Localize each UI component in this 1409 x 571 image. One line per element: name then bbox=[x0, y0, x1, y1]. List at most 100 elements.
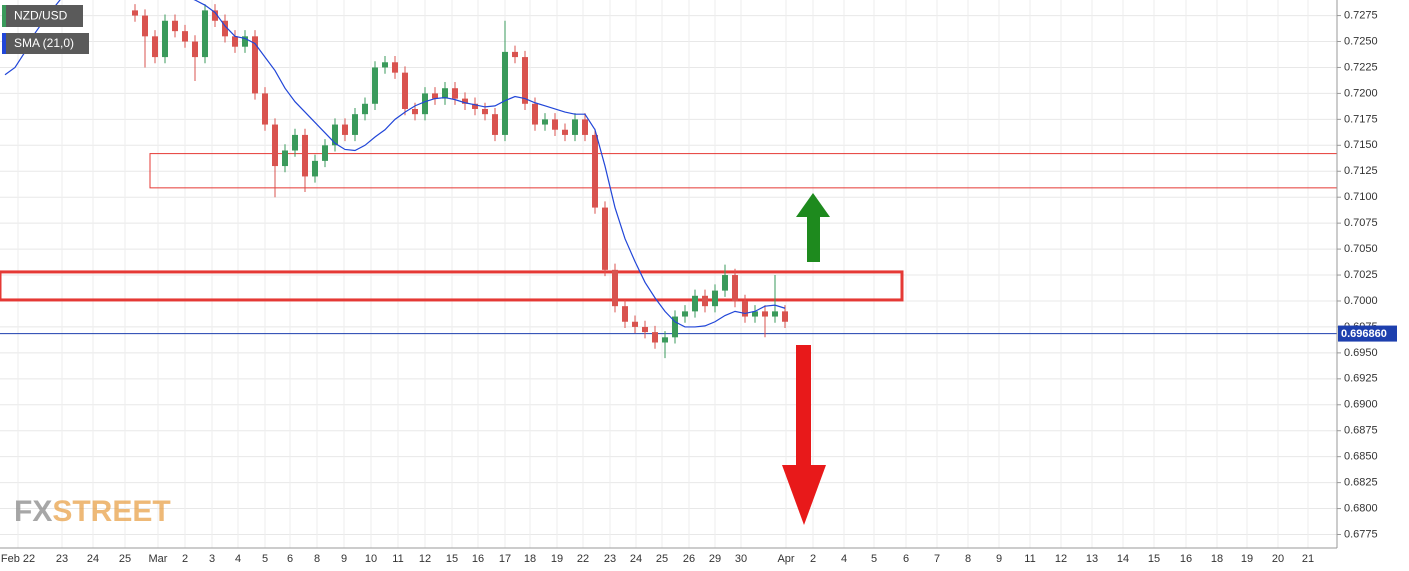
candle-body bbox=[702, 295, 708, 307]
legend-swatch bbox=[2, 5, 6, 27]
y-tick-label: 0.6900 bbox=[1344, 399, 1378, 411]
y-tick-label: 0.7000 bbox=[1344, 295, 1378, 307]
last-price-box bbox=[1338, 325, 1397, 342]
y-tick-label: 0.6775 bbox=[1344, 528, 1378, 540]
x-tick-label: 16 bbox=[472, 553, 484, 565]
x-tick-label: 10 bbox=[365, 553, 377, 565]
x-tick-label: 30 bbox=[735, 553, 747, 565]
candle-body bbox=[362, 103, 368, 115]
x-tick-label: 13 bbox=[1086, 553, 1098, 565]
candle-body bbox=[392, 62, 398, 73]
y-tick-label: 0.6875 bbox=[1344, 425, 1378, 437]
y-tick-label: 0.7025 bbox=[1344, 269, 1378, 281]
legend: NZD/USD SMA (21,0) bbox=[2, 5, 89, 54]
candle-body bbox=[502, 51, 508, 135]
candle-body bbox=[332, 124, 338, 146]
x-tick-label: 12 bbox=[1055, 553, 1067, 565]
candle-body bbox=[202, 10, 208, 58]
candle-body bbox=[422, 93, 428, 115]
x-tick-label: Mar bbox=[149, 553, 168, 565]
x-tick-label: 5 bbox=[262, 553, 268, 565]
watermark: FXSTREET bbox=[14, 495, 171, 528]
candle-body bbox=[242, 36, 248, 47]
candle-body bbox=[582, 119, 588, 135]
x-tick-label: 14 bbox=[1117, 553, 1129, 565]
x-tick-label: 20 bbox=[1272, 553, 1284, 565]
y-tick-label: 0.7050 bbox=[1344, 243, 1378, 255]
candle-body bbox=[512, 51, 518, 58]
x-tick-label: 11 bbox=[1024, 553, 1035, 565]
x-tick-label: 11 bbox=[392, 553, 403, 565]
candle-body bbox=[692, 295, 698, 312]
y-tick-label: 0.6850 bbox=[1344, 451, 1378, 463]
x-tick-label: 15 bbox=[446, 553, 458, 565]
grid bbox=[0, 0, 1337, 548]
axis-labels: 0.6775 0.6800 0.6825 0.6850 0.6875 0.6900 0.69… bbox=[1, 9, 1397, 565]
candle-body bbox=[592, 134, 598, 208]
x-tick-label: 29 bbox=[709, 553, 721, 565]
candle-body bbox=[442, 88, 448, 99]
candle-body bbox=[492, 114, 498, 135]
zone bbox=[0, 270, 904, 302]
candle-body bbox=[662, 337, 668, 343]
x-tick-label: 16 bbox=[1180, 553, 1192, 565]
x-tick-label: 2 bbox=[810, 553, 816, 565]
candle-body bbox=[322, 145, 328, 161]
candle-body bbox=[712, 290, 718, 307]
candle-body bbox=[432, 93, 438, 99]
x-tick-label: 21 bbox=[1302, 553, 1314, 565]
x-tick-label: 9 bbox=[341, 553, 347, 565]
x-tick-label: 9 bbox=[996, 553, 1002, 565]
candle-body bbox=[722, 275, 728, 291]
candle-body bbox=[272, 124, 278, 167]
candle-body bbox=[752, 311, 758, 317]
sma-line bbox=[4, 0, 786, 328]
candle-body bbox=[262, 93, 268, 125]
candle-body bbox=[462, 98, 468, 104]
y-tick-label: 0.6800 bbox=[1344, 502, 1378, 514]
candle-body bbox=[382, 62, 388, 68]
candle-body bbox=[522, 57, 528, 104]
legend-box bbox=[2, 5, 83, 27]
candle-body bbox=[632, 321, 638, 327]
y-tick-label: 0.7250 bbox=[1344, 35, 1378, 47]
x-tick-label: 18 bbox=[1211, 553, 1223, 565]
x-tick-label: 26 bbox=[683, 553, 695, 565]
candle-body bbox=[222, 20, 228, 37]
x-tick-label: 12 bbox=[419, 553, 431, 565]
legend-label: NZD/USD bbox=[14, 9, 68, 23]
up-arrow bbox=[796, 193, 830, 262]
y-tick-label: 0.7175 bbox=[1344, 113, 1378, 125]
candle-body bbox=[782, 311, 788, 322]
candle-body bbox=[762, 311, 768, 317]
last-price-label: 0.696860 bbox=[1341, 328, 1387, 340]
x-tick-label: 25 bbox=[656, 553, 668, 565]
candle-body bbox=[132, 10, 138, 16]
candle-body bbox=[472, 103, 478, 109]
candle-body bbox=[642, 326, 648, 333]
x-tick-label: 5 bbox=[871, 553, 877, 565]
candle-body bbox=[542, 119, 548, 125]
candle-body bbox=[552, 119, 558, 130]
x-tick-label: Feb 22 bbox=[1, 553, 35, 565]
x-tick-label: 6 bbox=[903, 553, 909, 565]
candle-body bbox=[162, 20, 168, 58]
candle-body bbox=[192, 41, 198, 58]
x-tick-label: 8 bbox=[314, 553, 320, 565]
candle-body bbox=[142, 15, 148, 37]
zone bbox=[149, 153, 1337, 189]
watermark-part: STREET bbox=[52, 495, 170, 528]
down-arrow bbox=[782, 345, 826, 525]
plot bbox=[0, 0, 1337, 359]
candle-body bbox=[772, 311, 778, 317]
candle-body bbox=[282, 150, 288, 167]
candle-body bbox=[672, 316, 678, 338]
candle-body bbox=[342, 124, 348, 135]
x-tick-label: 7 bbox=[934, 553, 940, 565]
x-tick-label: 24 bbox=[630, 553, 642, 565]
legend-swatch bbox=[2, 33, 6, 54]
x-tick-label: 4 bbox=[235, 553, 241, 565]
x-tick-label: 19 bbox=[1241, 553, 1253, 565]
candle-body bbox=[732, 275, 738, 301]
